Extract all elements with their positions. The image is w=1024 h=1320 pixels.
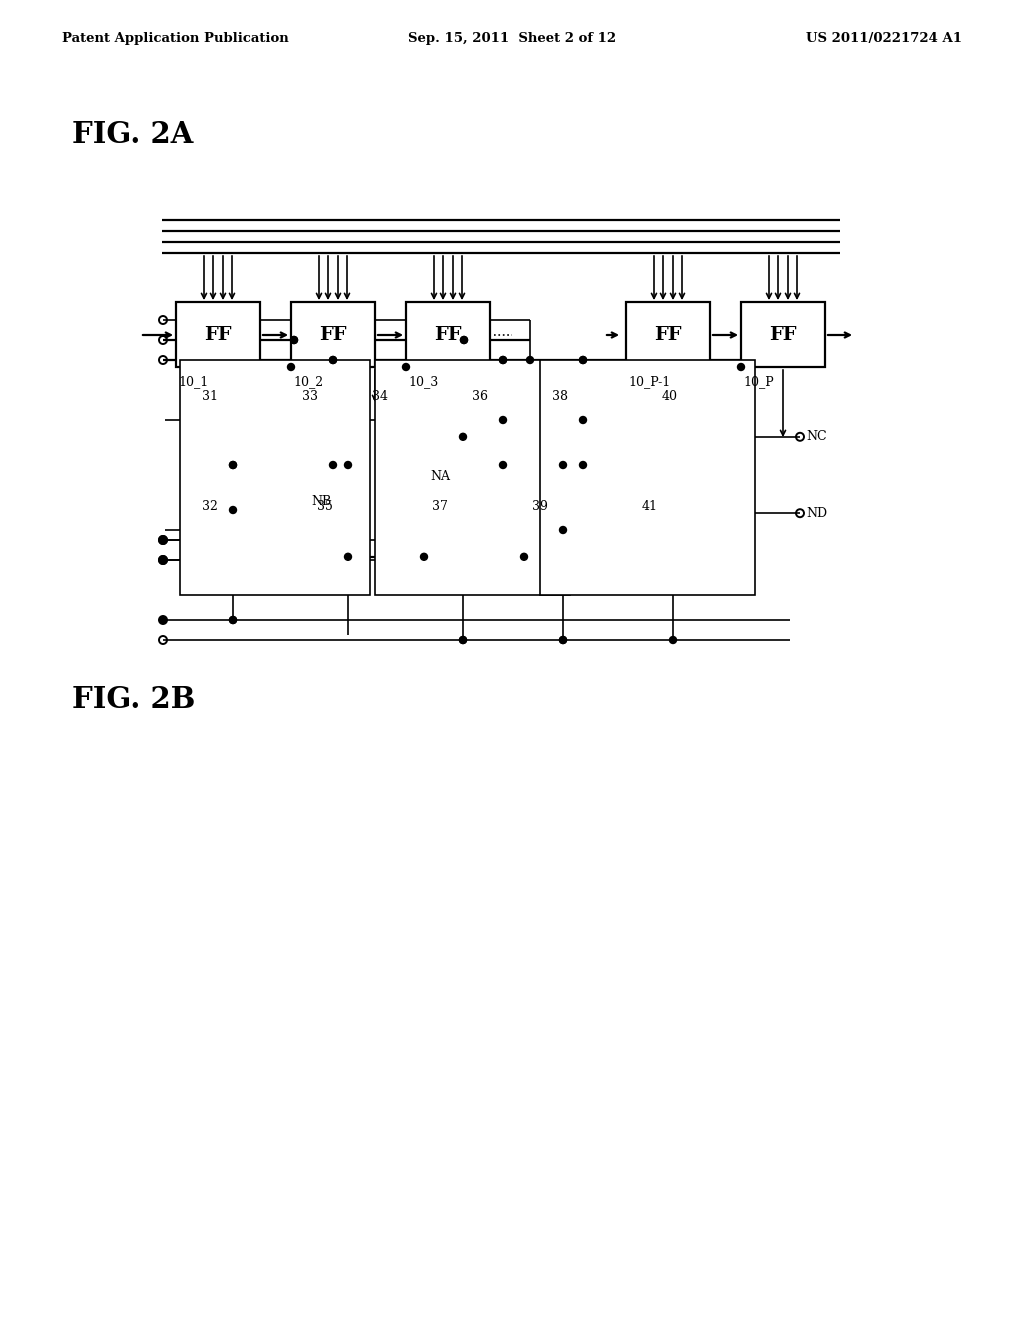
Text: 40: 40	[662, 389, 678, 403]
Text: 39: 39	[532, 500, 548, 513]
Text: 36: 36	[472, 389, 488, 403]
Circle shape	[229, 616, 237, 623]
Circle shape	[330, 356, 337, 363]
Text: FF: FF	[204, 326, 231, 345]
Circle shape	[670, 636, 677, 644]
Circle shape	[559, 527, 566, 533]
Text: Sep. 15, 2011  Sheet 2 of 12: Sep. 15, 2011 Sheet 2 of 12	[408, 32, 616, 45]
Circle shape	[500, 462, 507, 469]
Bar	[626, 302, 710, 367]
Bar	[176, 302, 260, 367]
Text: 10_P-1: 10_P-1	[628, 375, 671, 388]
Text: 41: 41	[642, 500, 658, 513]
Text: FF: FF	[769, 326, 797, 345]
Text: ND: ND	[806, 507, 827, 520]
Circle shape	[160, 557, 167, 564]
Bar	[741, 302, 825, 367]
Circle shape	[421, 553, 427, 560]
Text: FF: FF	[434, 326, 462, 345]
Bar	[180, 360, 370, 595]
Text: 35: 35	[317, 500, 333, 513]
Circle shape	[461, 337, 468, 343]
Circle shape	[229, 616, 237, 623]
Circle shape	[460, 636, 467, 644]
Circle shape	[229, 462, 237, 469]
Bar	[291, 302, 375, 367]
Circle shape	[288, 363, 295, 371]
Circle shape	[461, 337, 468, 343]
Circle shape	[229, 507, 237, 513]
Bar	[375, 360, 570, 595]
Text: 10_1: 10_1	[178, 375, 208, 388]
Text: NA: NA	[430, 470, 450, 483]
Circle shape	[460, 636, 467, 644]
Circle shape	[520, 553, 527, 560]
Circle shape	[330, 462, 337, 469]
Circle shape	[580, 356, 587, 363]
Text: US 2011/0221724 A1: US 2011/0221724 A1	[806, 32, 962, 45]
Circle shape	[559, 636, 566, 644]
Circle shape	[344, 553, 351, 560]
Text: NC: NC	[806, 430, 826, 444]
Circle shape	[229, 462, 237, 469]
Circle shape	[526, 356, 534, 363]
Text: 37: 37	[432, 500, 449, 513]
Text: 10_2: 10_2	[293, 375, 324, 388]
Circle shape	[402, 363, 410, 371]
Circle shape	[559, 636, 566, 644]
Text: 33: 33	[302, 389, 318, 403]
Text: 34: 34	[372, 389, 388, 403]
Bar	[540, 360, 755, 595]
Circle shape	[500, 356, 507, 363]
Text: FIG. 2B: FIG. 2B	[72, 685, 196, 714]
Circle shape	[291, 337, 298, 343]
Circle shape	[580, 417, 587, 424]
Circle shape	[500, 417, 507, 424]
Circle shape	[330, 356, 337, 363]
Text: 10_P: 10_P	[743, 375, 774, 388]
Text: NB: NB	[311, 495, 331, 508]
Circle shape	[500, 356, 507, 363]
Text: 32: 32	[202, 500, 218, 513]
Text: 38: 38	[552, 389, 568, 403]
Text: Patent Application Publication: Patent Application Publication	[62, 32, 289, 45]
Circle shape	[737, 363, 744, 371]
Text: FF: FF	[319, 326, 347, 345]
Circle shape	[344, 462, 351, 469]
Text: 10_3: 10_3	[408, 375, 438, 388]
Circle shape	[460, 433, 467, 441]
Text: FIG. 2A: FIG. 2A	[72, 120, 194, 149]
Text: 31: 31	[202, 389, 218, 403]
Circle shape	[559, 462, 566, 469]
Circle shape	[160, 616, 167, 623]
Text: FF: FF	[654, 326, 682, 345]
Circle shape	[580, 462, 587, 469]
Circle shape	[580, 356, 587, 363]
Circle shape	[291, 337, 298, 343]
Circle shape	[160, 536, 167, 544]
Bar	[406, 302, 490, 367]
